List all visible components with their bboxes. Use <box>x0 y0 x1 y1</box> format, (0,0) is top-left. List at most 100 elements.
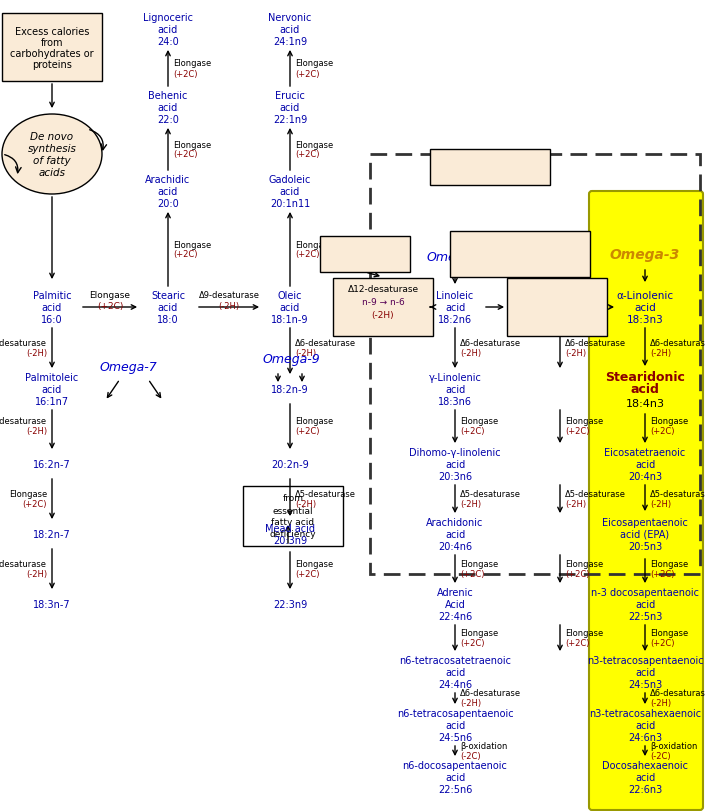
Text: Δ6-desaturase: Δ6-desaturase <box>0 417 47 426</box>
Text: 22:3n9: 22:3n9 <box>273 599 307 609</box>
Text: acids: acids <box>39 168 66 178</box>
Text: 20:0: 20:0 <box>157 199 179 208</box>
Text: β-oxidation: β-oxidation <box>650 741 697 750</box>
Text: n-9 → n-6: n-9 → n-6 <box>362 298 405 307</box>
Text: (+2C): (+2C) <box>23 500 47 508</box>
Text: acid: acid <box>445 720 465 730</box>
Text: Δ9-desaturase: Δ9-desaturase <box>0 339 47 348</box>
Bar <box>2 14 102 82</box>
Text: Omega-3: Omega-3 <box>610 247 680 262</box>
Text: acid: acid <box>445 667 465 677</box>
Text: (-2H): (-2H) <box>546 311 568 320</box>
Text: Eicosatetraenoic: Eicosatetraenoic <box>604 448 686 457</box>
Text: acid: acid <box>158 187 178 197</box>
Text: 20:3n9: 20:3n9 <box>273 535 307 545</box>
Text: Δ5-desaturase: Δ5-desaturase <box>460 490 521 499</box>
Text: Δ6-desaturase: Δ6-desaturase <box>460 339 521 348</box>
Text: (-2H): (-2H) <box>219 303 240 311</box>
Text: n3-tetracosahexaenoic: n3-tetracosahexaenoic <box>589 708 701 718</box>
Text: acid: acid <box>635 667 655 677</box>
Text: Δ6-desaturase: Δ6-desaturase <box>565 339 626 348</box>
Text: 22:6n3: 22:6n3 <box>628 784 662 794</box>
Text: acid: acid <box>445 303 465 312</box>
Text: Arachidic: Arachidic <box>145 175 190 185</box>
Text: Elongase: Elongase <box>650 629 688 637</box>
Text: acid: acid <box>634 303 656 312</box>
Text: from: from <box>283 494 303 503</box>
Text: 18:3n3: 18:3n3 <box>627 315 663 324</box>
Text: Palmitic: Palmitic <box>32 290 71 301</box>
Text: 24:5n3: 24:5n3 <box>628 679 662 689</box>
Text: Δ15-desaturase: Δ15-desaturase <box>522 285 593 294</box>
Text: (+2C): (+2C) <box>295 70 319 79</box>
Text: 20:4n3: 20:4n3 <box>628 471 662 482</box>
Text: Eicosapentaenoic: Eicosapentaenoic <box>602 517 688 527</box>
Text: (-2C): (-2C) <box>650 752 670 761</box>
Text: 22:5n3: 22:5n3 <box>628 611 662 621</box>
Text: Elongase: Elongase <box>460 629 498 637</box>
Text: acid: acid <box>158 303 178 312</box>
Text: acid: acid <box>280 25 300 35</box>
Text: (-2H): (-2H) <box>372 311 394 320</box>
Text: chloroplasts: chloroplasts <box>336 258 395 268</box>
Text: 18:3n6: 18:3n6 <box>438 397 472 406</box>
Text: Behenic: Behenic <box>148 91 188 101</box>
Text: (-2H): (-2H) <box>650 698 671 708</box>
Text: α-Linolenic: α-Linolenic <box>616 290 673 301</box>
Text: Δ6-desaturase: Δ6-desaturase <box>650 339 705 348</box>
Text: 24:5n6: 24:5n6 <box>438 732 472 742</box>
Text: Elongase: Elongase <box>173 140 212 149</box>
Text: 18:3n-7: 18:3n-7 <box>33 599 70 609</box>
Text: Elongase: Elongase <box>460 560 498 569</box>
Text: Lignoceric: Lignoceric <box>143 13 193 23</box>
Text: n-6 → n-3: n-6 → n-3 <box>536 298 578 307</box>
Text: 16:1n7: 16:1n7 <box>35 397 69 406</box>
Text: Δ6-desaturase: Δ6-desaturase <box>295 339 356 348</box>
Text: 24:0: 24:0 <box>157 37 179 47</box>
Text: acid: acid <box>445 530 465 539</box>
Text: 22:0: 22:0 <box>157 115 179 125</box>
Text: acid: acid <box>635 720 655 730</box>
Text: 18:0: 18:0 <box>157 315 179 324</box>
Text: Gadoleic: Gadoleic <box>269 175 311 185</box>
Text: n6-docosapentaenoic: n6-docosapentaenoic <box>403 760 508 770</box>
Text: essential: essential <box>273 506 313 515</box>
Text: Omega-9: Omega-9 <box>262 353 320 366</box>
Text: Elongase: Elongase <box>650 417 688 426</box>
Text: 22:1n9: 22:1n9 <box>273 115 307 125</box>
Text: deficiency: deficiency <box>270 530 317 539</box>
Text: (+2C): (+2C) <box>173 150 197 159</box>
Text: 22:4n6: 22:4n6 <box>438 611 472 621</box>
Text: Dihomo-γ-linolenic: Dihomo-γ-linolenic <box>409 448 501 457</box>
Ellipse shape <box>2 115 102 195</box>
Text: (+2C): (+2C) <box>460 639 484 648</box>
Bar <box>243 487 343 547</box>
Text: Elongase: Elongase <box>173 59 212 68</box>
Text: Elongase: Elongase <box>565 417 603 426</box>
Text: from: from <box>41 38 63 48</box>
Text: (-2H): (-2H) <box>460 349 481 358</box>
Text: Acid: Acid <box>445 599 465 609</box>
Text: 16:2n-7: 16:2n-7 <box>33 460 71 470</box>
Text: 16:0: 16:0 <box>41 315 63 324</box>
Text: (+2C): (+2C) <box>460 570 484 579</box>
Text: Δ12-desaturase: Δ12-desaturase <box>348 285 419 294</box>
Text: (-2H): (-2H) <box>26 570 47 579</box>
Text: (-2H): (-2H) <box>565 349 586 358</box>
Text: Δ6-desaturase: Δ6-desaturase <box>650 689 705 697</box>
Bar <box>450 232 590 277</box>
Text: (+2C): (+2C) <box>460 427 484 436</box>
Text: (+2C): (+2C) <box>295 150 319 159</box>
Text: Linoleic: Linoleic <box>436 290 474 301</box>
Text: n3-tetracosapentaenoic: n3-tetracosapentaenoic <box>587 655 704 665</box>
Text: Erucic: Erucic <box>275 91 305 101</box>
Text: Docosahexaenoic: Docosahexaenoic <box>602 760 688 770</box>
Text: 18:4n3: 18:4n3 <box>625 398 665 409</box>
Text: (+2C): (+2C) <box>650 639 675 648</box>
Bar <box>430 150 550 186</box>
Text: Stearic: Stearic <box>151 290 185 301</box>
Text: Elongase: Elongase <box>565 560 603 569</box>
Text: 18:2n-7: 18:2n-7 <box>33 530 71 539</box>
FancyBboxPatch shape <box>589 191 703 810</box>
Bar <box>320 237 410 272</box>
